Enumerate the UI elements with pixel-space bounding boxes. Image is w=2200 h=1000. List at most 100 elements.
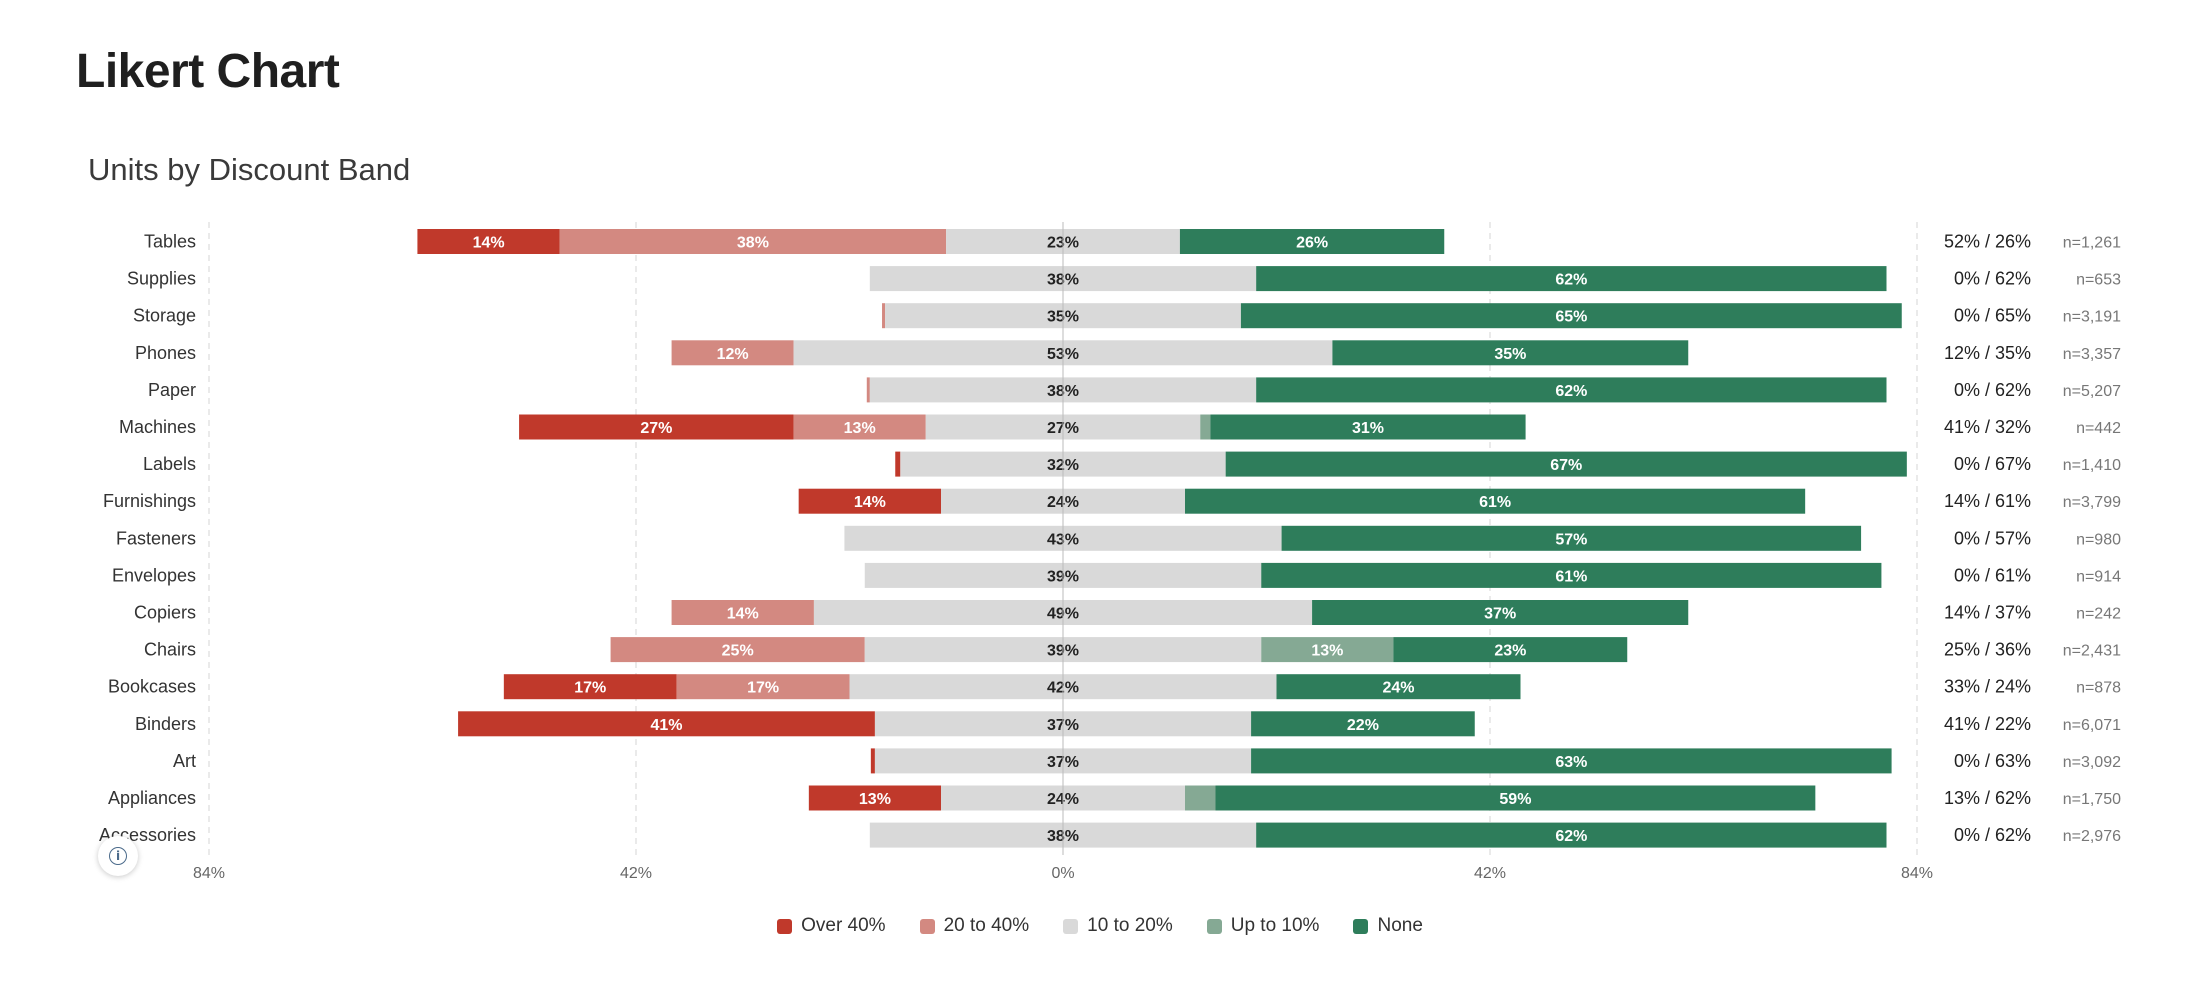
count-label: n=3,357: [2063, 346, 2121, 363]
likert-chart: 84% 42% 0% 42% 84% Tables 14% 38% 23% 26% 52% / 26…: [99, 222, 2121, 882]
data-label: 14%: [854, 494, 886, 511]
data-label: 62%: [1555, 828, 1587, 845]
legend-item[interactable]: 20 to 40%: [919, 915, 1029, 937]
bar-segment: [1256, 266, 1887, 292]
bar-segment: [671, 600, 814, 625]
data-label: 13%: [844, 420, 876, 437]
data-label: 13%: [1311, 643, 1343, 660]
count-label: n=442: [2076, 420, 2121, 437]
data-label: 25%: [722, 643, 754, 660]
bar-segment: [1281, 525, 1862, 551]
summary-label: 0% / 61%: [1954, 565, 2031, 585]
legend-swatch: [1063, 918, 1079, 934]
summary-label: 0% / 57%: [1954, 528, 2031, 548]
count-label: n=878: [2076, 680, 2121, 697]
bar-segment: [1179, 229, 1445, 254]
axis-tick-label: 84%: [193, 865, 225, 882]
data-label: 14%: [727, 606, 759, 623]
summary-label: 52% / 26%: [1944, 232, 2031, 252]
data-label: 17%: [747, 680, 779, 697]
summary-label: 0% / 67%: [1954, 454, 2031, 474]
data-label: 22%: [1347, 717, 1379, 734]
data-label: 62%: [1555, 272, 1587, 289]
count-label: n=3,191: [2063, 309, 2121, 326]
bar-segment: [1332, 340, 1689, 366]
info-button[interactable]: i: [98, 836, 138, 876]
bar-segment: [798, 488, 941, 514]
bar-segment: [1276, 674, 1521, 700]
legend-swatch: [777, 918, 793, 934]
category-label: Fasteners: [116, 528, 196, 548]
count-label: n=3,799: [2063, 494, 2121, 511]
bar-segment: [1200, 414, 1211, 440]
count-label: n=2,976: [2063, 828, 2121, 845]
bar-segment: [866, 377, 870, 403]
category-label: Storage: [133, 306, 196, 326]
category-label: Paper: [148, 380, 196, 400]
legend-swatch: [919, 918, 935, 934]
data-label: 59%: [1499, 791, 1531, 808]
data-label: 65%: [1555, 309, 1587, 326]
bar-segment: [610, 637, 865, 663]
data-label: 31%: [1352, 420, 1384, 437]
category-label: Chairs: [144, 640, 196, 660]
axis-tick-label: 0%: [1051, 865, 1074, 882]
legend-swatch: [1353, 918, 1369, 934]
legend-item[interactable]: None: [1353, 915, 1423, 937]
legend-swatch: [1206, 918, 1222, 934]
data-label: 12%: [717, 346, 749, 363]
data-label: 61%: [1555, 568, 1587, 585]
data-label: 57%: [1555, 531, 1587, 548]
data-label: 17%: [574, 680, 606, 697]
legend-item[interactable]: Over 40%: [777, 915, 886, 937]
bar-segment: [1393, 637, 1628, 663]
count-label: n=242: [2076, 606, 2121, 623]
data-label: 62%: [1555, 383, 1587, 400]
bar-segment: [808, 785, 941, 811]
count-label: n=6,071: [2063, 717, 2121, 734]
data-label: 67%: [1550, 457, 1582, 474]
bar-segment: [1256, 377, 1887, 403]
bar-segment: [1215, 785, 1816, 811]
legend-item[interactable]: 10 to 20%: [1063, 915, 1173, 937]
category-label: Appliances: [108, 788, 196, 808]
bar-segment: [417, 229, 560, 254]
data-label: 63%: [1555, 754, 1587, 771]
bar-segment: [503, 674, 677, 700]
data-label: 14%: [473, 235, 505, 252]
summary-label: 33% / 24%: [1944, 677, 2031, 697]
bar-segment: [1251, 748, 1892, 774]
count-label: n=1,750: [2063, 791, 2121, 808]
bar-segment: [559, 229, 947, 254]
info-icon: i: [109, 847, 127, 865]
data-label: 26%: [1296, 235, 1328, 252]
category-label: Binders: [135, 714, 196, 734]
data-label: 41%: [650, 717, 682, 734]
legend-item[interactable]: Up to 10%: [1206, 915, 1319, 937]
category-label: Copiers: [134, 603, 196, 623]
summary-label: 0% / 62%: [1954, 380, 2031, 400]
axis-tick-label: 42%: [620, 865, 652, 882]
data-label: 35%: [1494, 346, 1526, 363]
category-label: Supplies: [127, 269, 196, 289]
count-label: n=980: [2076, 531, 2121, 548]
legend-label: None: [1377, 915, 1423, 936]
bar-segment: [1256, 822, 1887, 848]
bar-segment: [895, 451, 901, 477]
chart-title: Units by Discount Band: [88, 152, 411, 187]
bar-segment: [793, 414, 926, 440]
bar-segment: [1251, 711, 1475, 737]
bar-segment: [1185, 785, 1216, 811]
axis-tick-label: 84%: [1901, 865, 1933, 882]
bar-segment: [671, 340, 794, 366]
summary-label: 14% / 61%: [1944, 491, 2031, 511]
bar-segment: [1225, 451, 1907, 477]
summary-label: 25% / 36%: [1944, 640, 2031, 660]
summary-label: 0% / 63%: [1954, 751, 2031, 771]
summary-label: 0% / 62%: [1954, 269, 2031, 289]
data-label: 38%: [737, 235, 769, 252]
bar-segment: [1261, 637, 1394, 663]
count-label: n=914: [2076, 568, 2121, 585]
data-label: 37%: [1484, 606, 1516, 623]
axis-tick-label: 42%: [1474, 865, 1506, 882]
